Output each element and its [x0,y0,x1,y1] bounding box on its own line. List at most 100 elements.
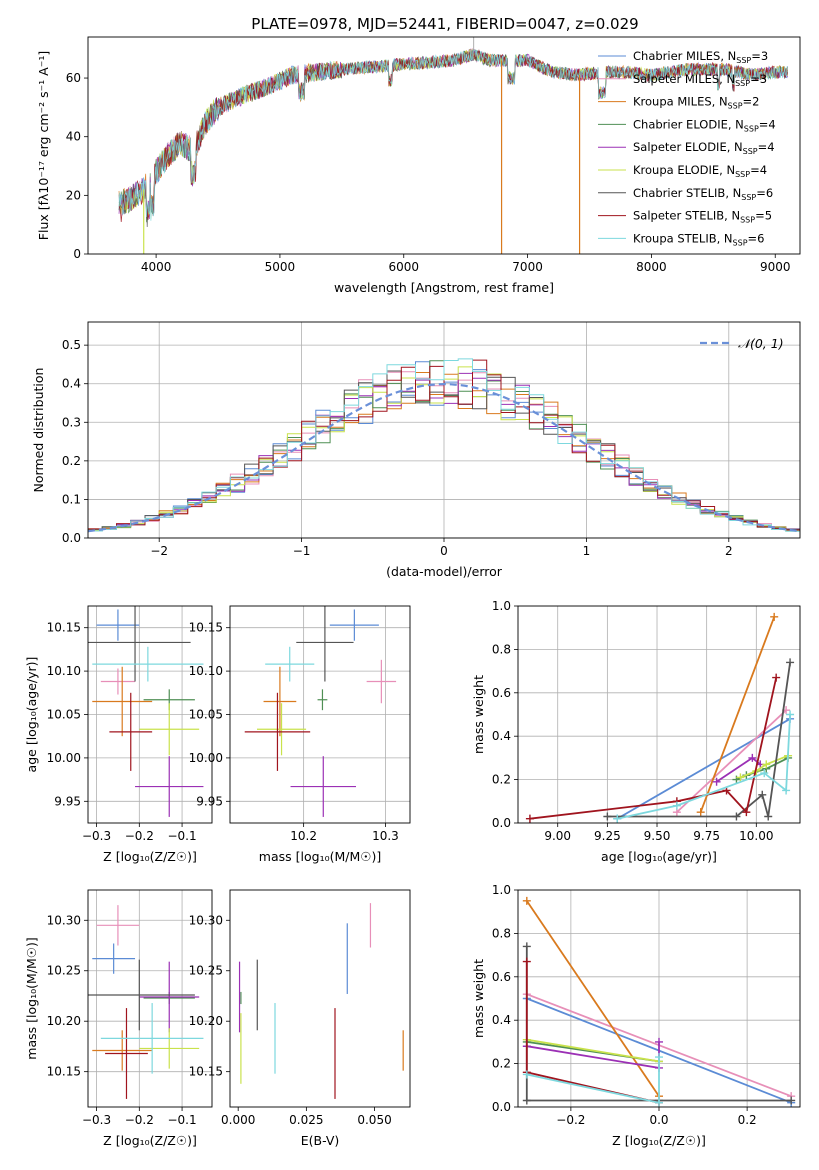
residuals-ytick-label: 0.3 [62,415,81,429]
weight_vs_Z-xlabel: Z [log₁₀(Z/Z☉)] [612,1133,706,1148]
age_vs_Z-ytick-label: 10.15 [47,621,81,635]
weight_vs_Z-frame [517,889,801,1108]
legend-label-salpeter_elodie: Salpeter ELODIE, NSSP=4 [633,140,775,156]
figure-title: PLATE=0978, MJD=52441, FIBERID=0047, z=0… [251,15,638,33]
weight_vs_Z-xtick-label: 0.2 [738,1113,757,1127]
spectrum-frame [87,36,801,255]
residuals-xtick-label: −1 [293,544,311,558]
residuals-xtick-label: 2 [725,544,733,558]
weight_vs_age-plot-area [518,606,800,823]
weight_vs_age-ytick-label: 0.0 [492,816,511,830]
weight-marker-kroupa_stelib [613,814,622,823]
mass_vs_ebv-frame [229,889,411,1108]
residuals-ylabel: Normed distribution [31,368,46,493]
weight_vs_age-frame [517,605,801,824]
legend-label-salpeter_miles: Salpeter MILES, NSSP=3 [633,72,767,88]
mass_vs_Z-frame [87,889,213,1108]
weight-marker-kroupa_elodie [762,760,771,769]
spectrum-xtick-label: 8000 [636,260,667,274]
age_vs_Z-frame [87,605,213,824]
weight_vs_age-xtick-label: 9.50 [644,829,671,843]
age_vs_Z-ytick-label: 10.10 [47,664,81,678]
mass_vs_ebv-xtick-label: 0.025 [289,1113,323,1127]
weight_vs_age-xtick-label: 10.00 [739,829,773,843]
weight-marker-kroupa_stelib [655,1053,663,1062]
spectrum-xtick-label: 4000 [141,260,172,274]
age_vs_mass-frame [229,605,411,824]
age_vs_mass-ytick-label: 10.05 [189,708,223,722]
legend-label-normal: 𝒩(0, 1) [738,336,784,351]
weight-marker-kroupa_stelib [672,801,681,810]
legend-label-chabrier_elodie: Chabrier ELODIE, NSSP=4 [633,117,776,133]
age_vs_mass-chart: 10.2 10.3 9.95 10.00 10.05 10.10 10.15 mass [lo… [189,605,411,864]
weight_vs_age-ytick-label: 1.0 [492,599,511,613]
mass_vs_ebv-xtick-label: 0.000 [221,1113,255,1127]
weight-marker-chabrier_stelib [758,790,767,799]
weight-line-salpeter_stelib [525,961,660,1104]
normal-distribution-curve [88,382,800,533]
weight_vs_Z-ytick-label: 1.0 [492,883,511,897]
spectrum-ytick-label: 20 [66,188,81,202]
mass_vs_Z-ytick-label: 10.25 [47,964,81,978]
spectrum-legend: Chabrier MILES, NSSP=3 Salpeter MILES, NS… [598,49,776,247]
age_vs_Z-xtick-label: −0.1 [167,829,196,843]
weight_vs_Z-ytick-label: 0.4 [492,1013,511,1027]
weight-marker-kroupa_stelib [522,1070,531,1079]
spectrum-xtick-label: 7000 [512,260,543,274]
spectrum-ytick-label: 60 [66,71,81,85]
weight-marker-salpeter_stelib [522,957,531,966]
residuals-ytick-label: 0.0 [62,531,81,545]
age_vs_Z-ytick-label: 9.95 [54,794,81,808]
age_vs_mass-xlabel: mass [log₁₀(M/M☉)] [259,849,381,864]
weight_vs_age-ylabel: mass weight [471,675,486,754]
age_vs_Z-ylabel: age [log₁₀(age/yr)] [24,657,39,773]
age_vs_mass-ytick-label: 10.10 [189,664,223,678]
weight_vs_age-xtick-label: 9.00 [544,829,571,843]
mass_vs_Z-chart: −0.3 −0.2 −0.1 10.15 10.20 10.25 10.30 Z [log₁₀… [24,889,213,1148]
mass_vs_Z-ylabel: mass [log₁₀(M/M☉)] [24,937,39,1059]
residuals-ytick-label: 0.5 [62,338,81,352]
weight-marker-salpeter_stelib [742,808,751,817]
weight_vs_age-xtick-label: 9.75 [693,829,720,843]
weight_vs_Z-ytick-label: 0.2 [492,1057,511,1071]
weight_vs_age-ytick-label: 0.2 [492,773,511,787]
mass_vs_Z-xtick-label: −0.3 [82,1113,111,1127]
residuals-xtick-label: −2 [150,544,168,558]
residuals-plot-area [88,322,800,538]
spectrum-xlabel: wavelength [Angstrom, rest frame] [334,280,554,295]
weight-marker-chabrier_stelib [786,658,795,667]
mass_vs_Z-xlabel: Z [log₁₀(Z/Z☉)] [103,1133,197,1148]
residuals-xtick-label: 1 [583,544,591,558]
weight_vs_Z-ytick-label: 0.6 [492,970,511,984]
residuals-xlabel: (data-model)/error [386,564,503,579]
weight_vs_Z-xtick-label: 0.0 [649,1113,668,1127]
weight-marker-kroupa_miles [696,808,705,817]
legend-label-chabrier_stelib: Chabrier STELIB, NSSP=6 [633,186,773,202]
age_vs_Z-chart: −0.3 −0.2 −0.1 9.95 10.00 10.05 10.10 10.15 Z [l… [24,605,213,864]
weight-marker-kroupa_stelib [655,1098,663,1107]
weight_vs_Z-ytick-label: 0.0 [492,1100,511,1114]
age_vs_Z-xtick-label: −0.3 [82,829,111,843]
weight_vs_age-chart: 9.00 9.25 9.50 9.75 10.00 0.0 0.2 0.4 0.6 0.8 1.0 a… [471,599,801,864]
age_vs_Z-ytick-label: 10.05 [47,708,81,722]
weight_vs_age-ytick-label: 0.8 [492,642,511,656]
weight-marker-salpeter_stelib [772,673,781,682]
weight-marker-chabrier_stelib [787,1096,796,1105]
age_vs_Z-xlabel: Z [log₁₀(Z/Z☉)] [103,849,197,864]
age_vs_Z-plot-area [88,606,212,823]
weight-marker-salpeter_elodie [748,753,757,762]
residuals-ytick-label: 0.4 [62,377,81,391]
weight-line-kroupa_miles [526,900,660,1097]
spectrum-chart: 4000 5000 6000 7000 8000 9000 0 20 40 60 wavelengt… [36,36,801,295]
weight-marker-salpeter_stelib [525,814,534,823]
spectrum-xtick-label: 9000 [760,260,791,274]
legend-label-kroupa_elodie: Kroupa ELODIE, NSSP=4 [633,163,767,179]
weight_vs_Z-plot-area [518,890,800,1107]
weight-marker-kroupa_miles [522,896,531,905]
mass_vs_ebv-plot-area [238,903,404,1099]
mass_vs_ebv-xtick-label: 0.050 [357,1113,391,1127]
age_vs_Z-xtick-label: −0.2 [125,829,154,843]
mass_vs_Z-xtick-label: −0.1 [167,1113,196,1127]
weight-marker-chabrier_stelib [522,1096,531,1105]
